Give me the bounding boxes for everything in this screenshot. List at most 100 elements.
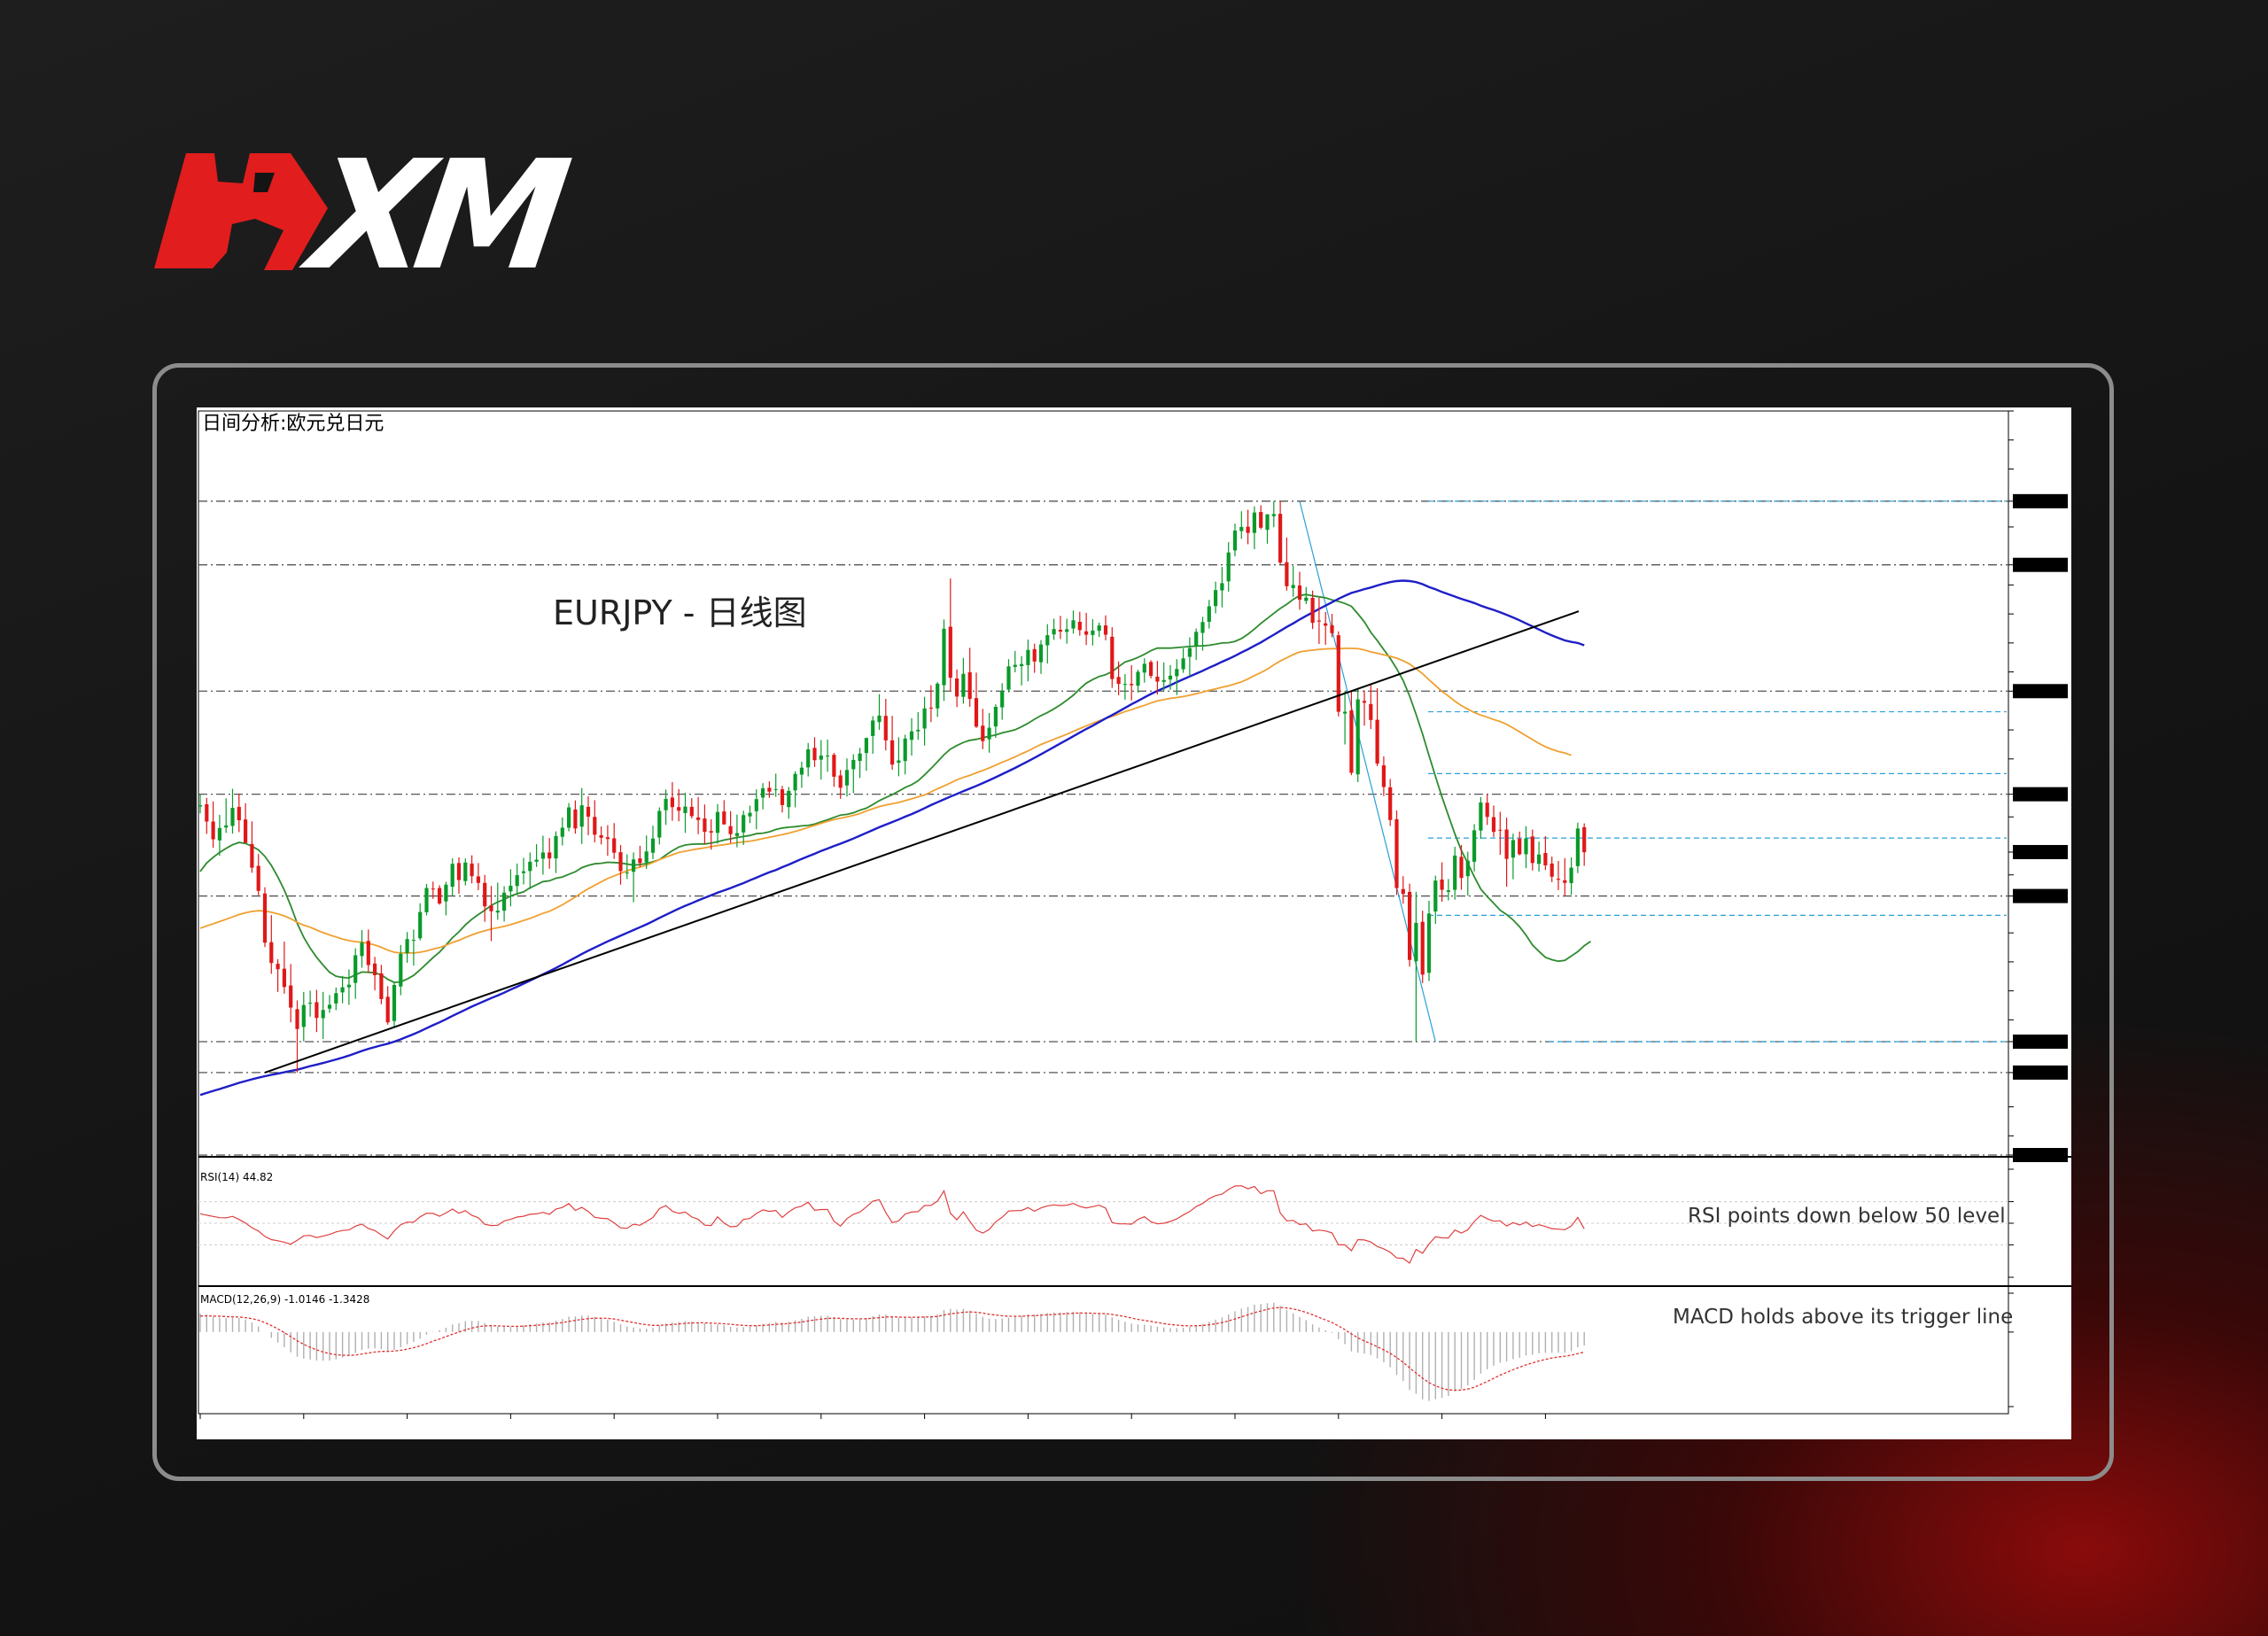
candle-body: [722, 811, 726, 825]
candle-body: [657, 810, 662, 838]
candle-body: [1518, 838, 1522, 855]
price-tag-bg: [2013, 493, 2068, 508]
candle-body: [405, 939, 409, 954]
candle-body: [353, 955, 358, 983]
candle-body: [515, 875, 519, 887]
macd-label: MACD(12,26,9) -1.0146 -1.3428: [200, 1293, 369, 1306]
candle-body: [909, 731, 914, 740]
candle-body: [1563, 880, 1567, 883]
candle-body: [276, 964, 280, 970]
candle-body: [599, 834, 603, 838]
candle-body: [987, 727, 991, 740]
candle-body: [967, 672, 972, 700]
candle-body: [1498, 829, 1503, 831]
candle-body: [1446, 890, 1450, 892]
candle-body: [340, 987, 345, 993]
candle-body: [470, 863, 474, 877]
candle-body: [399, 953, 403, 987]
candle-body: [385, 996, 390, 1023]
support-trend-line: [264, 610, 1580, 1074]
candle-body: [780, 789, 785, 805]
candle-body: [1459, 857, 1464, 879]
candle-body: [664, 798, 668, 810]
candle-body: [534, 859, 539, 862]
candle-body: [424, 888, 429, 912]
candle-body: [1187, 647, 1192, 657]
sma-line: [199, 579, 1585, 1097]
candle-body: [1259, 512, 1263, 528]
candle-body: [301, 1004, 306, 1027]
candle-body: [1071, 620, 1076, 629]
candle-body: [773, 788, 778, 790]
candle-body: [1252, 512, 1256, 533]
candle-body: [289, 985, 293, 1008]
candle-body: [871, 720, 875, 736]
candle-body: [502, 892, 507, 911]
candle-body: [483, 882, 487, 907]
candle-body: [1032, 648, 1037, 662]
candle-body: [346, 984, 351, 988]
candle-body: [1175, 669, 1179, 677]
candle-body: [1181, 658, 1185, 670]
candle-body: [1550, 863, 1554, 877]
candle-body: [282, 968, 286, 988]
candle-body: [450, 864, 454, 888]
candle-body: [1336, 635, 1340, 712]
candle-body: [916, 729, 920, 732]
candle-body: [742, 815, 746, 833]
candle-body: [1426, 913, 1432, 973]
candle-body: [1511, 840, 1515, 858]
candle-body: [799, 767, 804, 775]
rsi-annotation: RSI points down below 50 level: [1688, 1205, 2006, 1228]
candle-body: [1220, 583, 1224, 591]
candle-body: [476, 876, 480, 883]
candle-body: [1569, 867, 1573, 884]
candle-body: [1440, 879, 1444, 890]
eurjpy-chart: 日间分析:欧元兑日元 EURJPY - 日线图 RSI(14) 44.82 RS…: [198, 410, 2071, 1419]
candle-body: [1149, 662, 1153, 677]
candle-body: [1052, 629, 1056, 635]
chart-panel: 日间分析:欧元兑日元 EURJPY - 日线图 RSI(14) 44.82 RS…: [197, 407, 2071, 1439]
candle-body: [224, 825, 229, 828]
candle-body: [1543, 852, 1548, 865]
candle-body: [1401, 888, 1405, 895]
candle-body: [1091, 630, 1095, 635]
candle-body: [703, 818, 707, 833]
candle-body: [644, 851, 649, 863]
candle-body: [1161, 679, 1166, 682]
candle-body: [1000, 691, 1005, 708]
candle-body: [625, 872, 629, 874]
price-tag-bg: [2013, 1034, 2068, 1049]
candle-body: [1375, 719, 1379, 764]
candle-body: [1317, 620, 1321, 622]
candle-body: [851, 759, 856, 770]
price-tag-bg: [2013, 787, 2068, 802]
candle-body: [1408, 891, 1412, 960]
sma-line: [199, 647, 1572, 954]
candle-body: [819, 756, 823, 760]
candle-body: [728, 826, 733, 834]
candle-body: [890, 740, 895, 765]
candle-body: [586, 806, 591, 817]
candle-body: [1122, 684, 1127, 686]
candle-body: [1194, 632, 1199, 647]
candle-body: [456, 863, 462, 880]
bull-emblem: [154, 153, 328, 270]
candle-body: [1304, 597, 1309, 601]
candle-body: [256, 865, 260, 891]
candle-body: [955, 678, 959, 697]
rsi-line: [199, 1185, 1585, 1264]
macd-annotation: MACD holds above its trigger line: [1673, 1306, 2013, 1329]
candle-body: [1297, 585, 1302, 600]
candle-body: [1343, 711, 1348, 714]
candle-body: [250, 843, 254, 868]
candle-body: [540, 852, 545, 859]
price-tag-bg: [2013, 557, 2068, 572]
candle-body: [961, 673, 966, 697]
candle-body: [1214, 590, 1218, 607]
candle-body: [1271, 514, 1276, 516]
candle-body: [748, 812, 752, 817]
chart-title: 日间分析:欧元兑日元: [202, 413, 384, 435]
candle-body: [463, 862, 468, 881]
candle-body: [1485, 802, 1489, 818]
